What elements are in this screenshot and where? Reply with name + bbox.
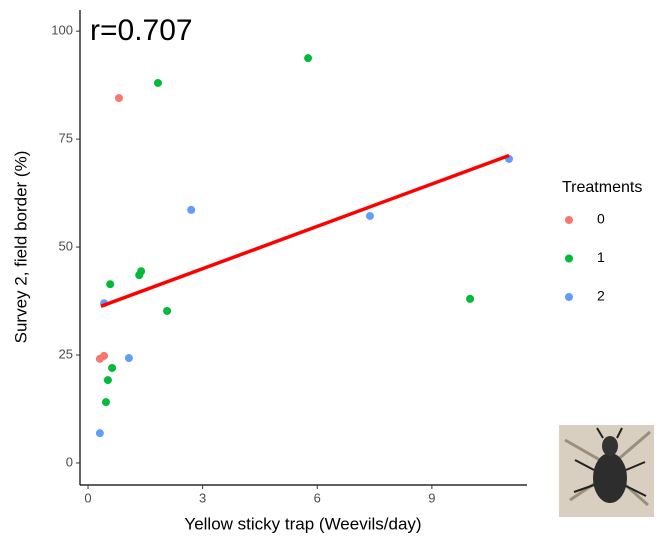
point — [114, 94, 123, 103]
point — [103, 376, 112, 385]
point — [106, 280, 115, 289]
point — [124, 354, 133, 363]
legend-marker — [565, 293, 573, 301]
x-tick-label: 9 — [428, 490, 435, 505]
point — [95, 429, 104, 438]
point — [135, 271, 144, 280]
y-axis-label: Survey 2, field border (%) — [11, 151, 30, 344]
legend-label: 2 — [597, 288, 605, 304]
legend-marker — [565, 216, 573, 224]
y-tick-label: 75 — [59, 131, 73, 146]
x-axis-label: Yellow sticky trap (Weevils/day) — [184, 514, 421, 533]
point — [365, 211, 374, 220]
weevil-photo — [559, 425, 654, 517]
point — [100, 351, 109, 360]
annotation: r=0.707 — [90, 14, 193, 47]
point — [101, 398, 110, 407]
legend-marker — [565, 254, 573, 263]
legend-label: 0 — [597, 211, 605, 227]
x-tick-label: 3 — [199, 490, 206, 505]
point — [153, 78, 162, 87]
y-tick-label: 100 — [51, 23, 73, 38]
point — [187, 205, 196, 214]
y-tick-label: 25 — [59, 346, 73, 361]
x-tick-label: 6 — [314, 490, 321, 505]
point — [163, 306, 172, 315]
point — [108, 363, 117, 372]
y-tick-label: 50 — [59, 239, 73, 254]
legend-label: 1 — [597, 249, 605, 265]
legend-title: Treatments — [562, 179, 642, 196]
point — [466, 294, 475, 303]
trend-line — [100, 153, 510, 308]
y-tick-label: 0 — [66, 454, 73, 469]
point — [304, 54, 313, 63]
x-tick-label: 0 — [84, 490, 91, 505]
